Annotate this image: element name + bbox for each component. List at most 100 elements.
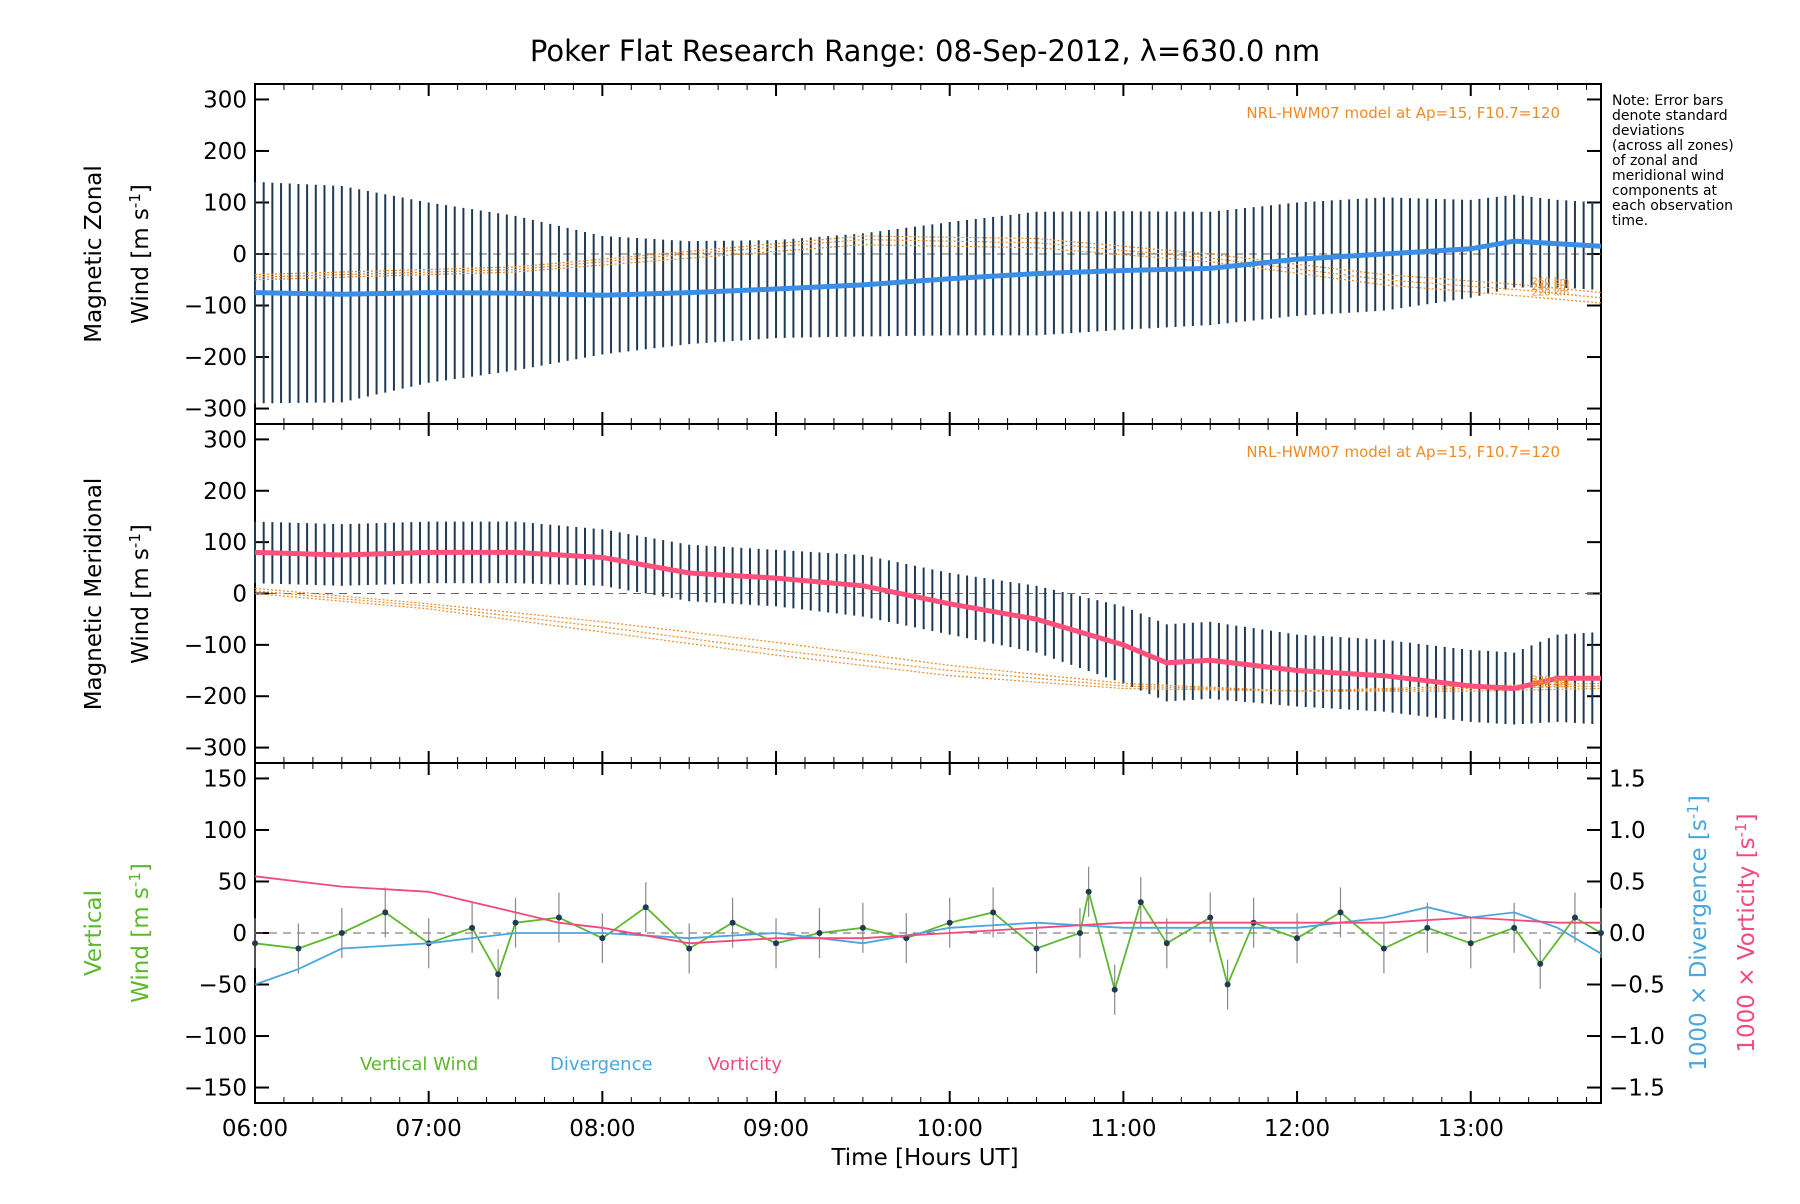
meridional-ylabel-close: ] xyxy=(128,524,154,533)
y-tick-label: −300 xyxy=(184,736,247,762)
vertical-wind-point xyxy=(1163,940,1170,947)
meridional-ylabel-sup: -1 xyxy=(126,533,144,548)
side-note-line: Note: Error bars xyxy=(1612,93,1723,109)
vertical-wind-point xyxy=(1511,924,1518,931)
model-curve-220-km xyxy=(254,592,1602,692)
vertical-wind-point xyxy=(729,919,736,926)
vertical-wind-point xyxy=(1033,945,1040,952)
vorticity-ylabel-close: ] xyxy=(1734,813,1760,822)
y-tick-label: −100 xyxy=(184,633,247,659)
vorticity-line xyxy=(254,875,1601,945)
legend-divergence: Divergence xyxy=(550,1054,653,1075)
model-curve-260-km xyxy=(254,587,1602,692)
x-tick-label: 13:00 xyxy=(1438,1116,1504,1142)
y-tick-label: 100 xyxy=(203,190,247,216)
vertical-wind-point xyxy=(1076,930,1083,936)
zonal-ylabel-close: ] xyxy=(128,184,154,193)
vertical-wind-point xyxy=(252,940,258,947)
vertical-wind-point xyxy=(1467,940,1474,947)
y-tick-label: 100 xyxy=(203,818,247,844)
x-tick-label: 09:00 xyxy=(743,1116,809,1142)
vertical-wind-point xyxy=(1424,924,1431,931)
vertical-ylabel-line1: Vertical xyxy=(81,890,107,976)
meridional-ylabel-line1: Magnetic Meridional xyxy=(81,478,107,711)
vertical-wind-point xyxy=(1085,888,1092,895)
divergence-ylabel-close: ] xyxy=(1686,795,1712,804)
vertical-wind-point xyxy=(1207,914,1214,921)
model-altitude-label: 220 km xyxy=(1532,675,1570,686)
zonal-ylabel-sup: -1 xyxy=(126,193,144,208)
chart-marks: 06:00 07:00 08:00 09:00 10:00 11:00 12:00 13:00… xyxy=(184,84,1665,1142)
legend-vorticity: Vorticity xyxy=(708,1054,782,1075)
meridional-ylabel-units: Wind [m s xyxy=(128,548,154,664)
y-tick-label: −200 xyxy=(184,345,247,371)
y-tick-label: −150 xyxy=(184,1076,247,1102)
vertical-wind-point xyxy=(859,924,866,931)
vertical-wind-point xyxy=(599,935,606,942)
y-tick-label: 0 xyxy=(232,582,247,608)
legend-vertical-wind: Vertical Wind xyxy=(360,1054,478,1075)
mean-wind-line xyxy=(254,238,1602,298)
vertical-wind-point xyxy=(1137,899,1144,906)
y-tick-label: 50 xyxy=(218,869,247,895)
divergence-ylabel-text: 1000 × Divergence [s xyxy=(1686,819,1712,1071)
vertical-wind-point xyxy=(382,909,389,916)
vertical-wind-point xyxy=(495,971,502,978)
x-tick-label: 12:00 xyxy=(1264,1116,1330,1142)
y2-tick-label: −0.5 xyxy=(1609,973,1665,999)
y2-tick-label: 1.0 xyxy=(1609,818,1646,844)
vorticity-ylabel: 1000 × Vorticity [s-1] xyxy=(1732,813,1760,1052)
y-tick-label: 200 xyxy=(203,139,247,165)
y-tick-label: −50 xyxy=(198,973,247,999)
model-altitude-label: 260 km xyxy=(1532,680,1570,691)
vertical-wind-point xyxy=(1537,960,1544,967)
model-curve-240-km xyxy=(254,590,1602,692)
model-altitude-label: 240 km xyxy=(1532,677,1570,688)
vertical-wind-point xyxy=(1380,945,1387,952)
y-tick-label: −100 xyxy=(184,1024,247,1050)
side-note-line: time. xyxy=(1612,213,1648,229)
vertical-wind-point xyxy=(1111,986,1118,993)
y-tick-label: −300 xyxy=(184,397,247,423)
chart-title: Poker Flat Research Range: 08-Sep-2012, … xyxy=(530,34,1320,68)
model-altitude-label: 260 km xyxy=(1532,277,1570,288)
y-tick-label: 150 xyxy=(203,766,247,792)
y-tick-label: −200 xyxy=(184,684,247,710)
zonal-ylabel-units: Wind [m s xyxy=(128,208,154,324)
vertical-wind-point xyxy=(1337,909,1344,916)
side-note-line: (across all zones) xyxy=(1612,138,1734,154)
y2-tick-label: 0.5 xyxy=(1609,869,1646,895)
x-tick-label: 07:00 xyxy=(396,1116,462,1142)
y-tick-label: 200 xyxy=(203,479,247,505)
x-tick-label: 06:00 xyxy=(222,1116,288,1142)
x-tick-label: 11:00 xyxy=(1090,1116,1156,1142)
divergence-line xyxy=(254,906,1602,986)
vorticity-ylabel-sup: -1 xyxy=(1732,822,1750,837)
side-note-line: meridional wind xyxy=(1612,168,1724,184)
y-tick-label: 100 xyxy=(203,530,247,556)
y-tick-label: −100 xyxy=(184,294,247,320)
x-tick-label: 10:00 xyxy=(917,1116,983,1142)
model-curve-260-km xyxy=(254,235,1602,294)
x-axis-label: Time [Hours UT] xyxy=(830,1145,1018,1171)
zonal-ylabel-line2: Wind [m s-1] xyxy=(126,184,154,324)
mean-wind-line xyxy=(254,549,1601,692)
y2-tick-label: −1.0 xyxy=(1609,1024,1665,1050)
model-curve-240-km xyxy=(254,238,1602,299)
vertical-wind-point xyxy=(1294,935,1301,942)
vertical-wind-point xyxy=(990,909,997,916)
y2-tick-label: 1.5 xyxy=(1609,766,1646,792)
divergence-ylabel: 1000 × Divergence [s-1] xyxy=(1684,795,1712,1071)
vertical-wind-point xyxy=(338,930,345,936)
vertical-wind-point xyxy=(555,914,562,921)
vertical-ylabel-units: Wind [m s xyxy=(128,887,154,1003)
y-tick-label: 300 xyxy=(203,427,247,453)
vertical-wind-point xyxy=(816,930,823,936)
y-tick-label: 300 xyxy=(203,87,247,113)
meridional-ylabel-line2: Wind [m s-1] xyxy=(126,524,154,664)
y2-tick-label: −1.5 xyxy=(1609,1076,1665,1102)
vertical-ylabel-line2: Wind [m s-1] xyxy=(126,863,154,1003)
